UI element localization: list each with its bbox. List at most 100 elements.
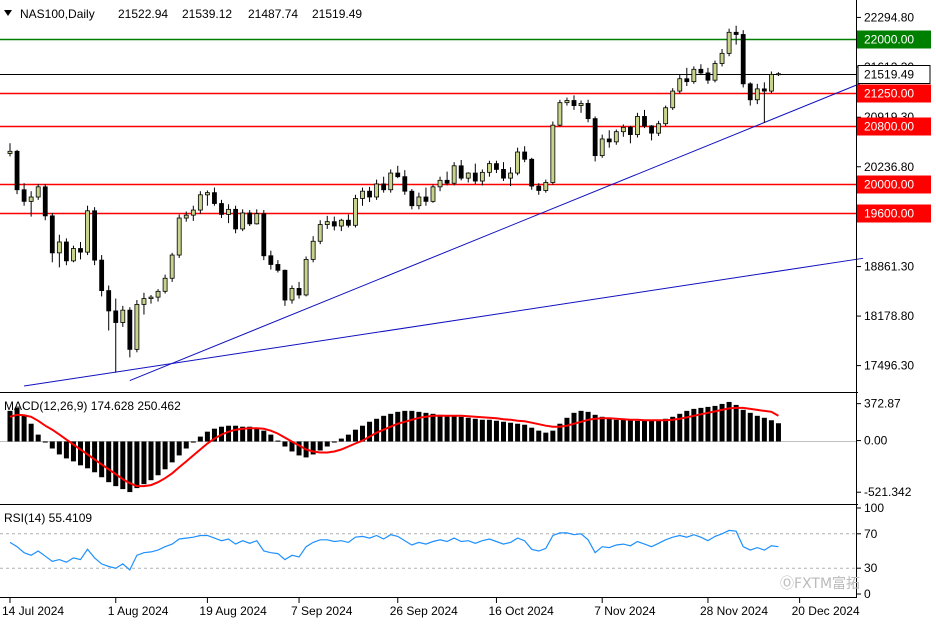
candle-body-bear bbox=[592, 118, 598, 157]
candles bbox=[7, 25, 781, 373]
time-tick-label: 1 Aug 2024 bbox=[108, 604, 169, 618]
macd-bar bbox=[444, 415, 450, 442]
macd-bar bbox=[374, 418, 380, 442]
candle-body-bull bbox=[141, 298, 147, 305]
candle-body-bear bbox=[649, 125, 654, 134]
macd-bar bbox=[317, 441, 323, 451]
time-axis[interactable]: 14 Jul 2024 1 Aug 2024 19 Aug 2024 7 Sep 20… bbox=[2, 598, 860, 618]
candle bbox=[691, 66, 697, 84]
candle-body-bear bbox=[494, 163, 499, 170]
candle-body-bull bbox=[338, 219, 344, 227]
macd-bar bbox=[70, 441, 76, 462]
candle bbox=[458, 159, 464, 181]
candle-body-bull bbox=[712, 63, 718, 81]
candle-body-bull bbox=[240, 212, 246, 230]
macd-bar bbox=[656, 419, 662, 442]
time-tick-label: 19 Aug 2024 bbox=[199, 604, 267, 618]
candle bbox=[381, 176, 387, 193]
candle bbox=[747, 82, 753, 106]
candle bbox=[508, 167, 513, 187]
candle-body-bull bbox=[557, 102, 563, 126]
candle bbox=[388, 169, 394, 193]
candle-body-bull bbox=[71, 248, 76, 262]
macd-bar bbox=[634, 420, 640, 442]
candle bbox=[465, 172, 471, 183]
candle-body-bear bbox=[345, 219, 351, 226]
candle-body-bull bbox=[162, 277, 168, 292]
candle-body-bear bbox=[247, 212, 253, 225]
candle-body-bear bbox=[296, 288, 302, 296]
candle-body-bear bbox=[212, 192, 217, 204]
candle bbox=[155, 289, 161, 302]
ohlc-high: 21539.12 bbox=[182, 7, 232, 21]
candle-body-bull bbox=[303, 258, 309, 296]
candle bbox=[628, 125, 633, 144]
horizontal-levels bbox=[0, 38, 856, 215]
candle bbox=[479, 169, 485, 186]
candle-body-bull bbox=[310, 240, 316, 260]
macd-bar bbox=[99, 441, 105, 478]
rsi-tick-label: 30 bbox=[864, 561, 878, 575]
candle-body-bear bbox=[92, 210, 97, 261]
macd-bar bbox=[134, 441, 140, 489]
candle bbox=[303, 256, 309, 297]
trendline-1[interactable] bbox=[24, 257, 864, 387]
candle-body-bear bbox=[395, 172, 401, 178]
candle-body-bull bbox=[486, 163, 492, 173]
macd-bar bbox=[677, 413, 683, 442]
candle bbox=[190, 205, 196, 221]
macd-axis: 372.87 0.00 -521.342 bbox=[856, 397, 912, 499]
macd-bar bbox=[620, 419, 626, 442]
candle bbox=[437, 176, 443, 192]
candle bbox=[705, 67, 711, 84]
candle-body-bull bbox=[691, 68, 697, 83]
candle bbox=[233, 205, 239, 234]
candle bbox=[42, 183, 48, 221]
candle bbox=[613, 129, 619, 145]
macd-pane: MACD(12,26,9) 174.628 250.462 bbox=[0, 399, 856, 493]
candle bbox=[409, 189, 415, 210]
candle-body-bear bbox=[536, 185, 542, 191]
candle bbox=[606, 130, 612, 148]
macd-tick-label: -521.342 bbox=[864, 485, 912, 499]
candle bbox=[776, 72, 781, 76]
macd-bar bbox=[21, 415, 27, 442]
macd-bar bbox=[768, 420, 774, 442]
candle bbox=[663, 105, 669, 126]
macd-bar bbox=[296, 441, 302, 456]
candle bbox=[402, 170, 408, 195]
candle bbox=[254, 209, 260, 225]
macd-bar bbox=[56, 441, 62, 455]
candle-body-bull bbox=[197, 194, 203, 211]
level-price-badges: 22000.00 21250.00 20800.00 20000.00 19600.00 bbox=[857, 30, 931, 223]
candle-body-bull bbox=[183, 214, 189, 219]
candle bbox=[141, 292, 147, 315]
level-badge-20000.00 bbox=[857, 175, 931, 194]
candle-body-bear bbox=[444, 179, 450, 184]
candle-body-bear bbox=[78, 248, 83, 253]
candle-body-bull bbox=[148, 296, 154, 299]
candle bbox=[21, 183, 27, 206]
triangle-down-icon[interactable] bbox=[4, 10, 12, 16]
macd-bar bbox=[211, 428, 217, 442]
macd-bar bbox=[437, 414, 443, 442]
macd-bar bbox=[367, 421, 373, 442]
macd-bar bbox=[127, 441, 133, 493]
candle bbox=[564, 97, 570, 106]
candle-body-bear bbox=[275, 264, 281, 271]
current-price-label: 21519.49 bbox=[864, 68, 914, 82]
candle-body-bear bbox=[331, 221, 337, 227]
candle bbox=[120, 305, 126, 327]
candle-body-bear bbox=[585, 103, 591, 120]
candle-body-bull bbox=[56, 241, 62, 254]
macd-bar bbox=[501, 421, 506, 442]
candle bbox=[642, 109, 647, 129]
macd-bar bbox=[775, 423, 781, 442]
price-tick-label: 17496.30 bbox=[864, 359, 914, 373]
trendline-2[interactable] bbox=[129, 81, 864, 382]
candle-body-bear bbox=[628, 126, 633, 136]
candle-body-bull bbox=[28, 196, 34, 202]
macd-bar bbox=[465, 417, 471, 442]
candle bbox=[754, 83, 760, 105]
